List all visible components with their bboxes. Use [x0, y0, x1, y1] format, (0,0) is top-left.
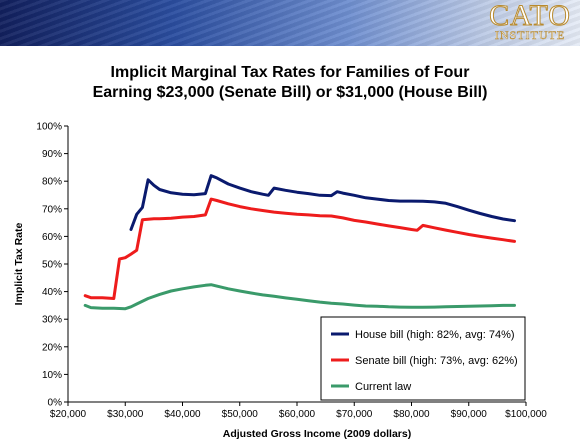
series-line-current [83, 283, 516, 311]
y-tick-label: 0% [48, 398, 63, 409]
header-banner: CATO INSTITUTE [0, 0, 580, 46]
y-tick-label: 20% [42, 342, 62, 353]
y-axis-title: Implicit Tax Rate [13, 223, 25, 306]
chart-title-line-1: Implicit Marginal Tax Rates for Families… [110, 64, 470, 81]
x-tick-label: $60,000 [279, 409, 316, 420]
series-line-senate [83, 197, 516, 300]
x-tick-label: $40,000 [164, 409, 201, 420]
logo-main-text: CATO [489, 0, 571, 32]
y-tick-label: 90% [42, 149, 62, 160]
y-tick-label: 50% [42, 260, 62, 271]
logo-sub-text: INSTITUTE [494, 28, 566, 42]
y-tick-label: 60% [42, 232, 62, 243]
x-tick-label: $80,000 [393, 409, 430, 420]
x-tick-label: $30,000 [107, 409, 144, 420]
chart-title-line-2: Earning $23,000 (Senate Bill) or $31,000… [92, 84, 488, 101]
y-tick-label: 80% [42, 177, 62, 188]
x-tick-label: $20,000 [50, 409, 87, 420]
cato-institute-logo: CATO INSTITUTE [488, 0, 572, 43]
banner-texture [0, 0, 580, 46]
series-line-house [129, 174, 516, 231]
y-tick-label: 100% [36, 122, 62, 133]
y-tick-label: 30% [42, 315, 62, 326]
x-axis-title: Adjusted Gross Income (2009 dollars) [223, 428, 411, 440]
y-tick-label: 10% [42, 370, 62, 381]
x-tick-label: $50,000 [222, 409, 259, 420]
y-tick-label: 70% [42, 204, 62, 215]
legend-label-house: House bill (high: 82%, avg: 74%) [355, 329, 515, 341]
x-tick-label: $100,000 [505, 409, 547, 420]
x-tick-label: $70,000 [336, 409, 373, 420]
legend-label-senate: Senate bill (high: 73%, avg: 62%) [355, 355, 518, 367]
legend-label-current: Current law [355, 381, 411, 393]
x-tick-label: $90,000 [451, 409, 488, 420]
y-tick-label: 40% [42, 287, 62, 298]
legend-box [320, 316, 526, 401]
